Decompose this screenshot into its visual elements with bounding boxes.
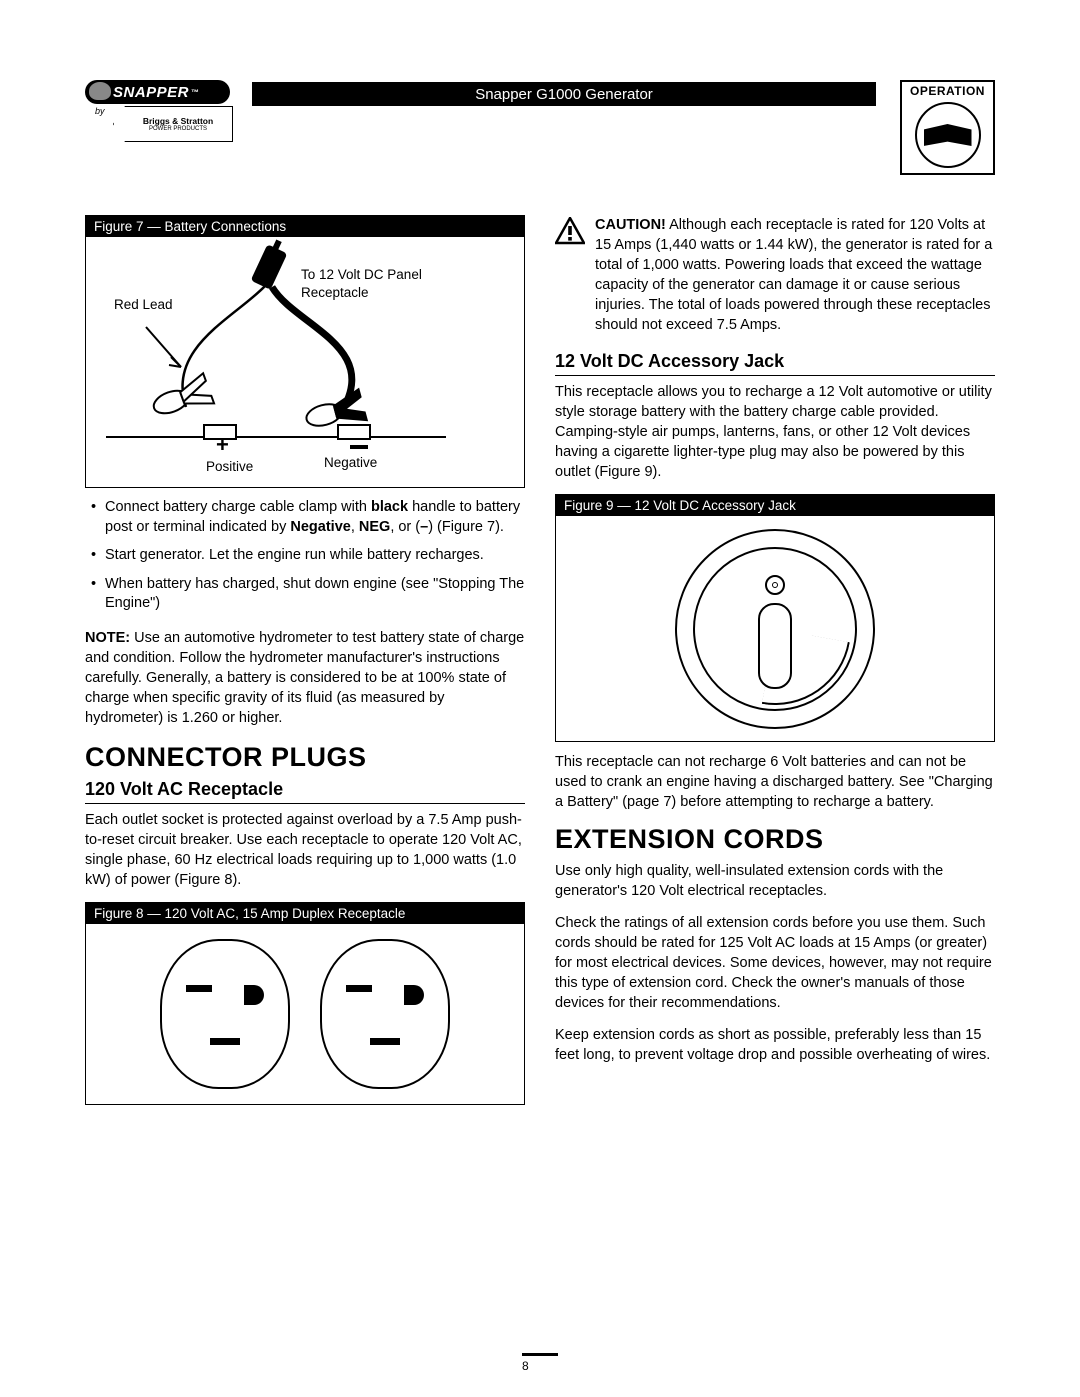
title-bar: Snapper G1000 Generator	[252, 82, 876, 106]
content-columns: Figure 7 — Battery Connections Red Lead …	[85, 215, 995, 1115]
ext-para2: Check the ratings of all extension cords…	[555, 913, 995, 1013]
list-item: When battery has charged, shut down engi…	[89, 575, 525, 614]
subbrand-line2: POWER PRODUCTS	[149, 126, 207, 132]
note-paragraph: NOTE: Use an automotive hydrometer to te…	[85, 628, 525, 728]
note-text: Use an automotive hydrometer to test bat…	[85, 630, 524, 726]
figure-8-caption: Figure 8 — 120 Volt AC, 15 Amp Duplex Re…	[86, 903, 524, 924]
warning-icon	[555, 217, 585, 245]
brand-logo: SNAPPER ™ by Briggs & Stratton POWER PRO…	[85, 80, 240, 150]
section-connector-plugs: Connector Plugs	[85, 742, 525, 773]
operation-label: OPERATION	[902, 84, 993, 98]
dc-jack-para1: This receptacle allows you to recharge a…	[555, 382, 995, 482]
figure-7-caption: Figure 7 — Battery Connections	[86, 216, 524, 237]
ext-para1: Use only high quality, well-insulated ex…	[555, 861, 995, 901]
figure-8: Figure 8 — 120 Volt AC, 15 Amp Duplex Re…	[85, 902, 525, 1105]
left-column: Figure 7 — Battery Connections Red Lead …	[85, 215, 525, 1115]
brand-text: SNAPPER	[113, 84, 189, 101]
subsection-12v-dc-jack: 12 Volt DC Accessory Jack	[555, 351, 995, 376]
right-column: CAUTION! Although each receptacle is rat…	[555, 215, 995, 1115]
fig7-drawing	[86, 237, 466, 482]
list-item: Connect battery charge cable clamp with …	[89, 498, 525, 537]
caution-block: CAUTION! Although each receptacle is rat…	[555, 215, 995, 335]
instruction-list: Connect battery charge cable clamp with …	[85, 498, 525, 614]
figure-9: Figure 9 — 12 Volt DC Accessory Jack	[555, 494, 995, 742]
figure-7-body: Red Lead To 12 Volt DC Panel Receptacle …	[86, 237, 524, 487]
caution-text: CAUTION! Although each receptacle is rat…	[595, 215, 995, 335]
page-header: SNAPPER ™ by Briggs & Stratton POWER PRO…	[85, 80, 995, 175]
note-label: NOTE:	[85, 630, 130, 646]
outlet-right-icon	[320, 939, 450, 1089]
list-item: Start generator. Let the engine run whil…	[89, 546, 525, 566]
figure-7: Figure 7 — Battery Connections Red Lead …	[85, 215, 525, 488]
page-number: 8	[522, 1353, 558, 1373]
outlet-left-icon	[160, 939, 290, 1089]
ext-para3: Keep extension cords as short as possibl…	[555, 1025, 995, 1065]
operation-badge: OPERATION	[900, 80, 995, 175]
by-text: by	[95, 106, 105, 116]
document-title: Snapper G1000 Generator	[475, 86, 653, 103]
subbrand-line1: Briggs & Stratton	[143, 116, 213, 126]
caution-label: CAUTION!	[595, 217, 666, 233]
subsection-120v-ac: 120 Volt AC Receptacle	[85, 779, 525, 804]
dc-jack-para2: This receptacle can not recharge 6 Volt …	[555, 752, 995, 812]
snapper-logo: SNAPPER ™	[85, 80, 230, 104]
figure-9-body	[556, 516, 994, 741]
jack-icon	[675, 529, 875, 729]
figure-8-body	[86, 924, 524, 1104]
figure-9-caption: Figure 9 — 12 Volt DC Accessory Jack	[556, 495, 994, 516]
ac-receptacle-para: Each outlet socket is protected against …	[85, 810, 525, 890]
trademark: ™	[191, 88, 200, 97]
turtle-icon	[89, 82, 111, 100]
section-extension-cords: Extension Cords	[555, 824, 995, 855]
briggs-stratton-logo: Briggs & Stratton POWER PRODUCTS	[113, 106, 233, 142]
